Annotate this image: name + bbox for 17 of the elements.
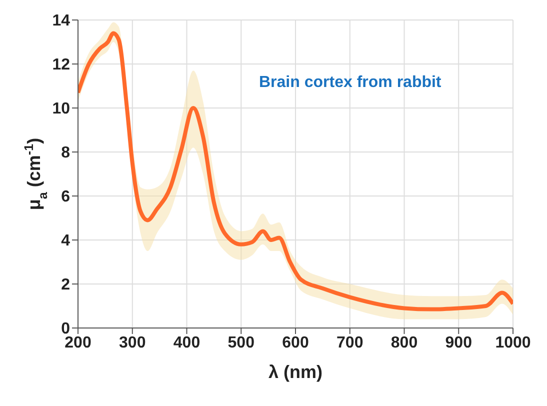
y-tick-label: 2 xyxy=(61,276,70,294)
x-tick-label: 400 xyxy=(173,334,200,352)
x-tick-label: 900 xyxy=(445,334,472,352)
annotation: Brain cortex from rabbit xyxy=(259,74,442,92)
y-tick-label: 12 xyxy=(52,56,70,74)
x-tick-label: 1000 xyxy=(495,334,531,352)
x-tick-label: 500 xyxy=(228,334,255,352)
y-tick-label: 4 xyxy=(61,232,70,250)
x-tick-label: 700 xyxy=(336,334,364,352)
x-axis-title: λ (nm) xyxy=(268,362,323,382)
x-tick-label: 800 xyxy=(390,334,418,352)
x-tick-label: 600 xyxy=(282,334,309,352)
x-tick-label: 300 xyxy=(119,334,146,352)
y-tick-label: 14 xyxy=(52,12,70,30)
y-tick-label: 6 xyxy=(61,188,70,206)
y-tick-label: 8 xyxy=(61,144,70,162)
y-tick-label: 10 xyxy=(52,100,70,118)
